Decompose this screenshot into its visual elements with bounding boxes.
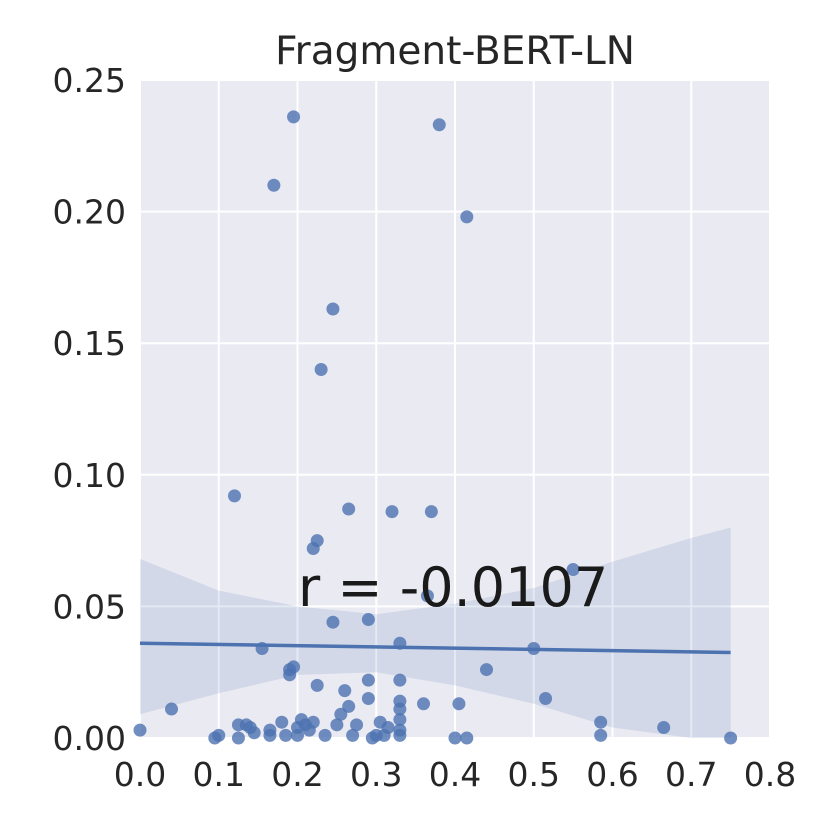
y-tick-label: 0.05	[53, 587, 126, 626]
x-tick-label: 0.5	[508, 755, 560, 794]
data-point	[326, 615, 340, 629]
data-point	[247, 726, 261, 740]
data-point	[566, 563, 580, 577]
data-point	[231, 731, 245, 745]
x-tick-label: 0.8	[744, 755, 796, 794]
data-point	[342, 699, 356, 713]
data-point	[287, 660, 301, 674]
data-point	[594, 715, 608, 729]
data-point	[133, 723, 147, 737]
x-tick-label: 0.0	[114, 755, 166, 794]
data-point	[393, 728, 407, 742]
data-point	[338, 684, 352, 698]
data-point	[460, 210, 474, 224]
data-point	[314, 363, 328, 377]
data-point	[310, 678, 324, 692]
data-point	[287, 110, 301, 124]
data-point	[432, 118, 446, 132]
y-tick-label: 0.15	[53, 324, 126, 363]
data-point	[361, 692, 375, 706]
data-point	[310, 534, 324, 548]
data-point	[279, 728, 293, 742]
y-tick-label: 0.10	[53, 456, 126, 495]
x-tick-label: 0.6	[586, 755, 638, 794]
x-axis-tick-labels: 0.0 0.1 0.2 0.3 0.4 0.5 0.6 0.7 0.8	[114, 755, 796, 794]
data-point	[334, 707, 348, 721]
data-point	[724, 731, 738, 745]
data-point	[594, 728, 608, 742]
x-tick-label: 0.7	[665, 755, 717, 794]
data-points	[133, 110, 738, 745]
x-tick-label: 0.3	[350, 755, 402, 794]
data-point	[306, 715, 320, 729]
data-point	[263, 728, 277, 742]
data-point	[275, 715, 289, 729]
confidence-band-layer	[140, 527, 731, 738]
data-point	[346, 728, 360, 742]
x-tick-label: 0.4	[429, 755, 481, 794]
data-point	[448, 731, 462, 745]
regression-line-layer	[139, 641, 731, 655]
data-point	[417, 697, 430, 711]
data-point	[350, 718, 364, 732]
data-point	[361, 613, 375, 627]
x-tick-label: 0.1	[193, 755, 245, 794]
data-point	[291, 728, 304, 742]
data-point	[393, 673, 407, 687]
data-point	[539, 692, 553, 706]
y-axis-tick-labels: 0.00 0.05 0.10 0.15 0.20 0.25	[53, 61, 126, 758]
data-point	[326, 302, 340, 316]
y-tick-label: 0.20	[53, 193, 126, 232]
data-point	[212, 728, 226, 742]
y-tick-label: 0.25	[53, 61, 126, 100]
x-tick-label: 0.2	[271, 755, 323, 794]
data-point	[393, 713, 407, 727]
data-point	[420, 589, 434, 603]
data-point	[381, 720, 395, 734]
data-point	[424, 505, 438, 519]
data-point	[385, 505, 399, 519]
confidence-band	[140, 527, 731, 738]
chart-title: Fragment-BERT-LN	[275, 29, 635, 74]
data-point	[267, 178, 281, 192]
regression-line	[139, 641, 731, 655]
data-point	[330, 718, 344, 732]
data-point	[452, 697, 466, 711]
data-point	[342, 502, 356, 516]
correlation-annotation: r = -0.0107	[298, 556, 608, 619]
data-point	[318, 728, 332, 742]
y-tick-label: 0.00	[53, 719, 126, 758]
data-point	[460, 731, 474, 745]
data-point	[361, 673, 375, 687]
data-point	[480, 663, 493, 677]
data-point	[165, 702, 178, 716]
data-point	[393, 702, 407, 716]
data-point	[228, 489, 241, 503]
data-point	[657, 720, 671, 734]
